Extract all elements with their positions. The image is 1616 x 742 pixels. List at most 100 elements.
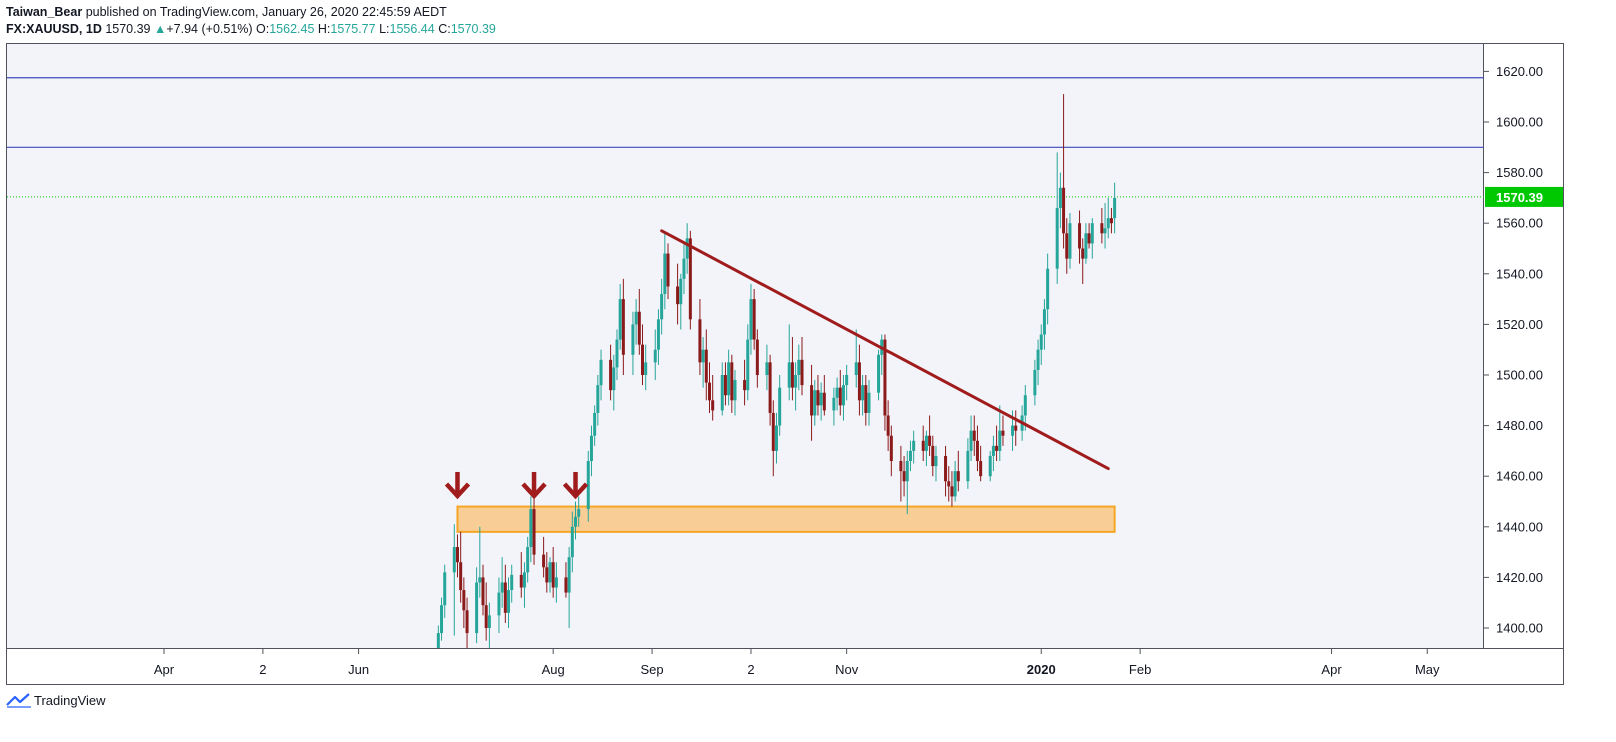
candle [586,450,590,522]
candle [478,526,482,598]
candle-body [548,562,552,583]
candle [609,344,613,401]
candle-body [596,385,600,413]
candle-body [707,382,711,401]
candle [526,536,530,583]
candle [953,461,957,502]
candle [1036,339,1040,386]
candle-body [832,397,836,411]
candle-body [1081,248,1085,259]
candle-body [1055,208,1059,269]
candle-body [1001,430,1005,436]
candle-body [857,362,861,401]
candle-body [532,509,536,555]
candle-body [905,461,909,482]
candle [723,362,727,406]
candle-body [921,440,925,451]
candle [1113,182,1117,234]
candle [711,375,715,421]
candle [998,405,1002,462]
candle [810,364,814,441]
candle [577,496,581,527]
candle-body [637,311,641,345]
candle-body [503,582,507,613]
time-axis[interactable] [6,649,1564,685]
candle [644,344,648,391]
candle [1087,223,1091,249]
candle-body [440,605,444,634]
candle-body [615,339,619,368]
candle [663,233,667,310]
candle-body [436,633,440,648]
candle [465,597,469,648]
change-arrow-icon: ▲ [154,22,167,36]
candle [774,412,778,464]
candle-body [609,359,613,391]
candle [1001,415,1005,446]
candle-body [864,385,868,413]
candle-body [743,380,747,391]
candle [765,344,769,391]
candle-body [787,362,791,388]
y-tick-label: 1580.00 [1496,165,1543,180]
candle-body [459,562,463,591]
candle-body [752,299,756,340]
candle-body [1068,223,1072,259]
candle [701,337,705,388]
candle [599,349,603,401]
candle-body [902,471,906,482]
candle [787,324,791,401]
x-tick-label: Feb [1129,662,1151,677]
candle [1109,208,1113,234]
candle-body [698,319,702,363]
candle [854,329,858,388]
low-value: 1556.44 [389,22,435,36]
candle [905,450,909,515]
candle [877,349,881,401]
candle [841,375,845,421]
candle [1014,410,1018,446]
candle [727,349,731,406]
candle [969,415,973,462]
price-axis[interactable] [1484,43,1564,649]
candle [596,375,600,426]
candle-body [487,615,491,628]
candle [972,415,976,456]
candle-body [899,461,903,472]
candle [1106,197,1110,239]
candle [944,445,948,497]
y-tick-label: 1560.00 [1496,216,1543,231]
candle [912,430,916,464]
candle-body [507,590,511,613]
candle-body [1090,223,1094,244]
candle-body [975,440,979,462]
candle-body [854,362,858,375]
candle-body [928,435,932,446]
close-label: C: [438,22,451,36]
candle [771,400,775,477]
candle [436,625,440,648]
candle-body [554,577,558,588]
candle-body [1033,369,1037,396]
candle-body [519,574,523,588]
candle-body [656,319,660,350]
candle-body [1084,233,1088,259]
candle-body [966,450,970,482]
footer-brand[interactable]: TradingView [34,692,106,708]
plot-area[interactable] [6,43,1484,649]
candle [634,299,638,345]
candle-body [819,392,823,406]
descending-trendline [660,229,1110,471]
candle [570,511,574,573]
candle [679,273,683,330]
tradingview-logo-icon[interactable] [6,692,32,708]
candle [542,536,546,578]
candle-body [653,349,657,363]
down-arrow-icon [444,471,471,500]
candle [564,562,568,598]
candle-body [944,455,948,482]
candle-body [663,253,667,295]
author-name[interactable]: Taiwan_Bear [6,5,83,19]
candle [835,377,839,411]
candle [548,557,552,593]
